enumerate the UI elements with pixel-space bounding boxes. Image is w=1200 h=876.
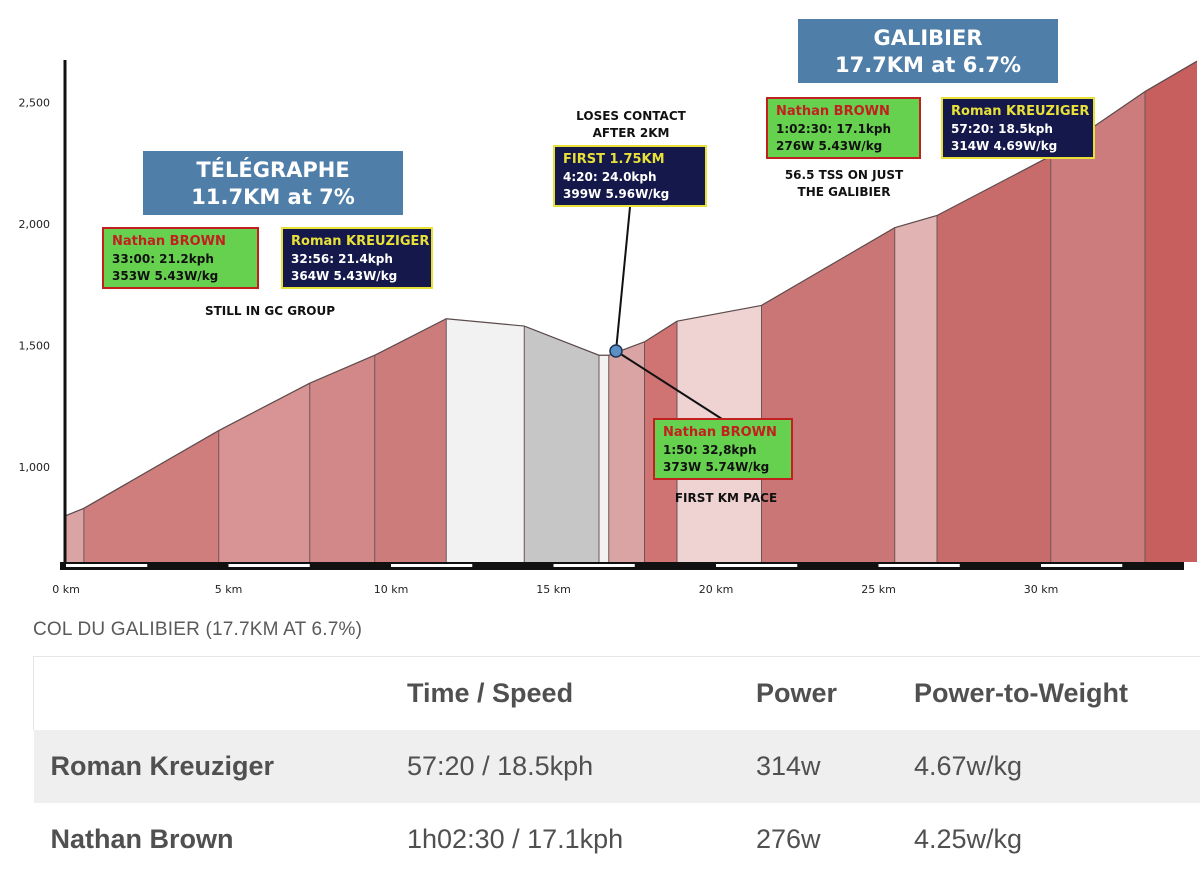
climb-title-stats: 17.7KM at 6.7% (835, 53, 1021, 77)
rider-stat-power: 399W 5.96W/kg (563, 187, 669, 201)
rider-stat-name: Roman KREUZIGER (951, 104, 1089, 119)
profile-segment (762, 228, 895, 562)
profile-segment (1051, 92, 1145, 562)
comparison-table-wrap: Time / Speed Power Power-to-Weight Roman… (33, 656, 1200, 876)
rider-stat-power: 276W 5.43W/kg (776, 139, 882, 153)
header-power: Power (756, 657, 914, 731)
rider-stat-power: 314W 4.69W/kg (951, 139, 1057, 153)
profile-segment (937, 156, 1051, 562)
note-gc-group: STILL IN GC GROUP (205, 304, 335, 318)
note-loses-contact: LOSES CONTACT (576, 109, 686, 123)
km-scale-stripe (1041, 564, 1122, 567)
x-tick-label: 0 km (52, 583, 80, 596)
rider-stat-power: 373W 5.74W/kg (663, 460, 769, 474)
rider-stat-time-speed: 1:50: 32,8kph (663, 443, 757, 457)
profile-segment (219, 383, 310, 562)
table-row: Nathan Brown 1h02:30 / 17.1kph 276w 4.25… (34, 803, 1200, 876)
note-loses-contact: AFTER 2KM (593, 126, 670, 140)
climb-title-stats: 11.7KM at 7% (191, 185, 354, 209)
cell-power: 276w (756, 803, 914, 876)
rider-stat-time-speed: 1:02:30: 17.1kph (776, 122, 891, 136)
profile-segment (524, 326, 599, 562)
profile-segment (446, 319, 524, 562)
cell-power: 314w (756, 730, 914, 803)
y-tick-label: 2,000 (19, 218, 51, 231)
elevation-profile-chart: 1,000 1,500 2,000 2,500 0 km 5 km 10 km 15 km 20… (0, 0, 1200, 610)
rider-stat-name: Nathan BROWN (776, 104, 890, 119)
profile-segment (310, 355, 375, 562)
rider-stat-name: Nathan BROWN (112, 234, 226, 249)
header-rider (34, 657, 408, 731)
header-time-speed: Time / Speed (407, 657, 756, 731)
x-tick-label: 10 km (374, 583, 409, 596)
note-tss: THE GALIBIER (798, 185, 891, 199)
km-scale-stripe (716, 564, 797, 567)
cell-power-to-weight: 4.25w/kg (914, 803, 1200, 876)
note-tss: 56.5 TSS ON JUST (785, 168, 904, 182)
x-tick-label: 30 km (1024, 583, 1059, 596)
header-power-to-weight: Power-to-Weight (914, 657, 1200, 731)
x-tick-label: 25 km (861, 583, 896, 596)
y-tick-label: 1,000 (19, 461, 51, 474)
y-tick-label: 1,500 (19, 340, 51, 353)
profile-segment (599, 355, 609, 562)
cell-time-speed: 1h02:30 / 17.1kph (407, 803, 756, 876)
rider-stat-time-speed: 33:00: 21.2kph (112, 252, 214, 266)
profile-segment (375, 319, 447, 562)
rider-stat-name: FIRST 1.75KM (563, 152, 665, 167)
rider-stat-name: Roman KREUZIGER (291, 234, 429, 249)
contact-lost-marker (610, 345, 622, 357)
rider-stat-power: 353W 5.43W/kg (112, 269, 218, 283)
cell-power-to-weight: 4.67w/kg (914, 730, 1200, 803)
profile-segment (609, 342, 645, 562)
km-scale-stripe (229, 564, 310, 567)
km-scale-stripe (554, 564, 635, 567)
table-row: Roman Kreuziger 57:20 / 18.5kph 314w 4.6… (34, 730, 1200, 803)
rider-stat-time-speed: 32:56: 21.4kph (291, 252, 393, 266)
climb-title-name: TÉLÉGRAPHE (196, 157, 349, 182)
rider-stat-time-speed: 4:20: 24.0kph (563, 170, 657, 184)
km-scale-stripe (391, 564, 472, 567)
cell-time-speed: 57:20 / 18.5kph (407, 730, 756, 803)
km-scale-stripe (66, 564, 147, 567)
climb-title-name: GALIBIER (873, 26, 982, 50)
cell-rider: Roman Kreuziger (34, 730, 408, 803)
comparison-table: Time / Speed Power Power-to-Weight Roman… (33, 656, 1200, 876)
y-tick-label: 2,500 (19, 97, 51, 110)
rider-stat-name: Nathan BROWN (663, 425, 777, 440)
table-header-row: Time / Speed Power Power-to-Weight (34, 657, 1200, 731)
x-tick-label: 5 km (215, 583, 243, 596)
x-tick-label: 20 km (699, 583, 734, 596)
callout-connector (616, 207, 630, 351)
table-title: COL DU GALIBIER (17.7KM AT 6.7%) (33, 619, 362, 641)
profile-segment (66, 508, 84, 562)
profile-segment (1145, 61, 1197, 562)
rider-stat-power: 364W 5.43W/kg (291, 269, 397, 283)
km-scale-stripe (879, 564, 960, 567)
profile-segment (895, 215, 937, 562)
rider-stat-time-speed: 57:20: 18.5kph (951, 122, 1053, 136)
cell-rider: Nathan Brown (34, 803, 408, 876)
x-tick-label: 15 km (536, 583, 571, 596)
note-first-km: FIRST KM PACE (675, 491, 777, 505)
